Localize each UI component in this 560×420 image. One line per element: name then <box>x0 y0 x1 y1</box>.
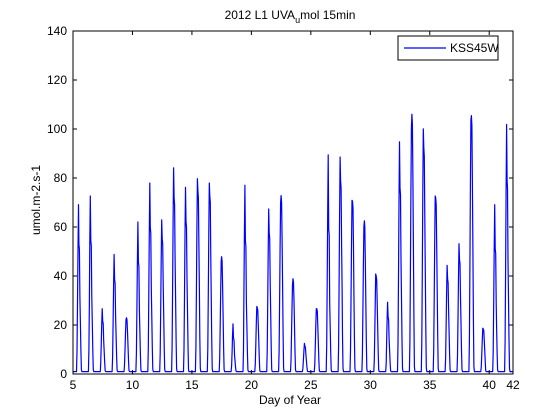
x-tick-label: 30 <box>364 378 378 392</box>
plot-area <box>72 30 514 375</box>
y-tick-label: 60 <box>54 220 68 234</box>
series-line-kss45w <box>72 113 514 373</box>
chart-title-main: 2012 L1 UVA <box>225 8 296 22</box>
chart-title-subscript: u <box>295 15 300 25</box>
y-tick-label: 20 <box>54 318 68 332</box>
y-tick-label: 120 <box>47 73 67 87</box>
x-tick-label: 10 <box>126 378 140 392</box>
x-tick-label: 42 <box>506 378 520 392</box>
x-tick-label: 5 <box>70 378 77 392</box>
legend-label-kss45w: KSS45W <box>450 41 499 55</box>
legend: KSS45W <box>397 35 499 61</box>
y-tick-label: 40 <box>54 269 68 283</box>
y-axis: 0 20 40 60 80 100 120 140 <box>47 24 513 381</box>
x-tick-label: 35 <box>423 378 437 392</box>
plot-frame <box>72 30 514 375</box>
chart-title-rest: mol 15min <box>300 8 355 22</box>
x-tick-label: 20 <box>245 378 259 392</box>
x-axis: 5 10 15 20 25 30 35 40 42 <box>70 31 520 392</box>
y-tick-label: 80 <box>54 171 68 185</box>
y-tick-label: 100 <box>47 122 67 136</box>
x-axis-label: Day of Year <box>259 393 321 407</box>
plot-background <box>73 31 513 374</box>
y-axis-label: umol.m-2.s-1 <box>29 165 43 235</box>
y-tick-label: 140 <box>47 24 67 38</box>
chart-title: 2012 L1 UVAumol 15min <box>225 8 356 25</box>
x-tick-label: 15 <box>185 378 199 392</box>
y-tick-label: 0 <box>60 367 67 381</box>
x-tick-label: 40 <box>483 378 497 392</box>
x-tick-label: 25 <box>304 378 318 392</box>
